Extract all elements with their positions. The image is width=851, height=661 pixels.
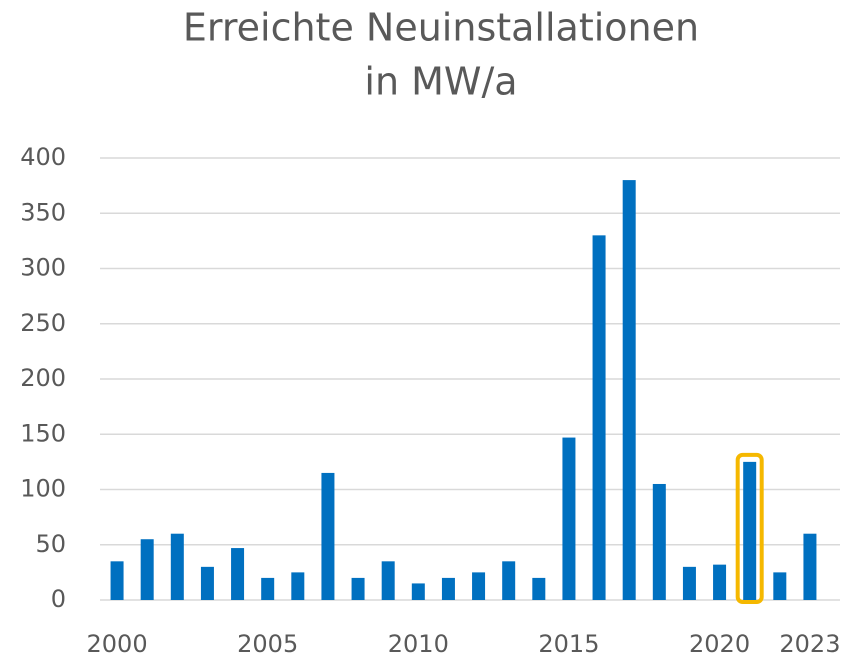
bar (773, 572, 787, 600)
x-tick-label: 2023 (779, 630, 840, 658)
bar (291, 572, 305, 600)
highlight-box (735, 452, 764, 604)
y-tick-label: 300 (20, 254, 66, 282)
bar (381, 561, 395, 600)
bar (140, 539, 154, 600)
bar (110, 561, 124, 600)
y-tick-label: 100 (20, 475, 66, 503)
bar (592, 235, 606, 600)
y-tick-label: 250 (20, 309, 66, 337)
bar (261, 577, 275, 600)
x-tick-label: 2005 (237, 630, 298, 658)
bar (803, 533, 817, 600)
y-tick-label: 400 (20, 143, 66, 171)
bar (200, 566, 214, 600)
bar (532, 577, 546, 600)
bar (472, 572, 486, 600)
bar (321, 472, 335, 600)
bar (502, 561, 516, 600)
x-tick-label: 2020 (689, 630, 750, 658)
bar (713, 564, 727, 600)
x-tick-label: 2000 (87, 630, 148, 658)
bar (231, 548, 245, 600)
chart-title: in MW/a (364, 60, 517, 104)
chart-title: Erreichte Neuinstallationen (183, 6, 699, 50)
bar (562, 437, 576, 600)
bar (411, 583, 425, 600)
y-tick-label: 50 (35, 530, 66, 558)
bar (652, 483, 666, 600)
y-tick-label: 350 (20, 198, 66, 226)
x-tick-label: 2015 (538, 630, 599, 658)
bar (622, 180, 636, 600)
bar (441, 577, 455, 600)
x-tick-label: 2010 (388, 630, 449, 658)
bar (170, 533, 184, 600)
bar (743, 461, 757, 600)
y-tick-label: 200 (20, 364, 66, 392)
y-tick-label: 150 (20, 419, 66, 447)
y-tick-label: 0 (51, 585, 66, 613)
bar (351, 577, 365, 600)
bar (682, 566, 696, 600)
